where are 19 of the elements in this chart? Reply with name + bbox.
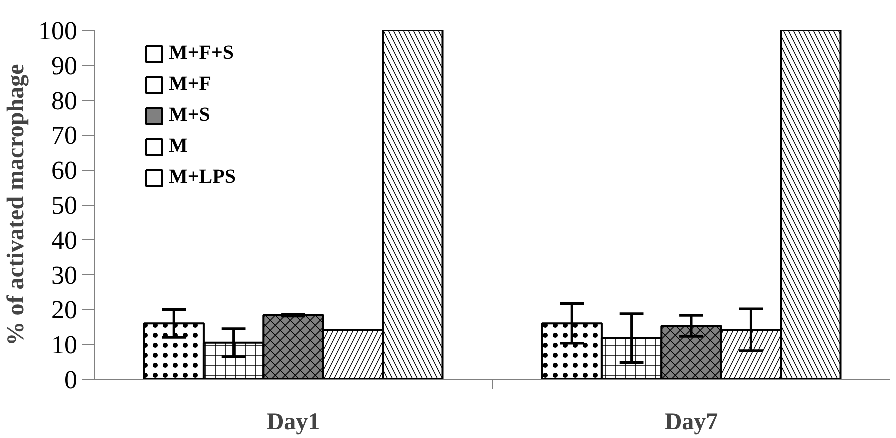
y-tick-label: 50 bbox=[52, 191, 78, 220]
y-tick-label: 70 bbox=[52, 121, 78, 150]
y-tick-label: 100 bbox=[38, 16, 78, 46]
x-tick-label: Day1 bbox=[266, 410, 320, 436]
legend-label: M+LPS bbox=[169, 166, 236, 189]
y-tick-label: 80 bbox=[52, 86, 78, 116]
legend-label: M+F bbox=[169, 73, 212, 96]
y-tick-label: 20 bbox=[52, 296, 78, 325]
y-tick-label: 0 bbox=[64, 366, 78, 394]
legend-label: M+F+S bbox=[169, 42, 234, 65]
legend-label: M bbox=[169, 135, 189, 158]
legend-label: M+S bbox=[169, 104, 210, 127]
y-tick-label: 90 bbox=[52, 51, 78, 80]
y-tick-label: 40 bbox=[52, 226, 78, 255]
y-tick-label: 60 bbox=[52, 156, 78, 186]
x-tick-label: Day7 bbox=[664, 410, 718, 436]
y-axis-title: % of activated macrophage bbox=[4, 64, 30, 346]
y-tick-label: 10 bbox=[52, 330, 78, 360]
y-tick-label: 30 bbox=[52, 260, 78, 290]
